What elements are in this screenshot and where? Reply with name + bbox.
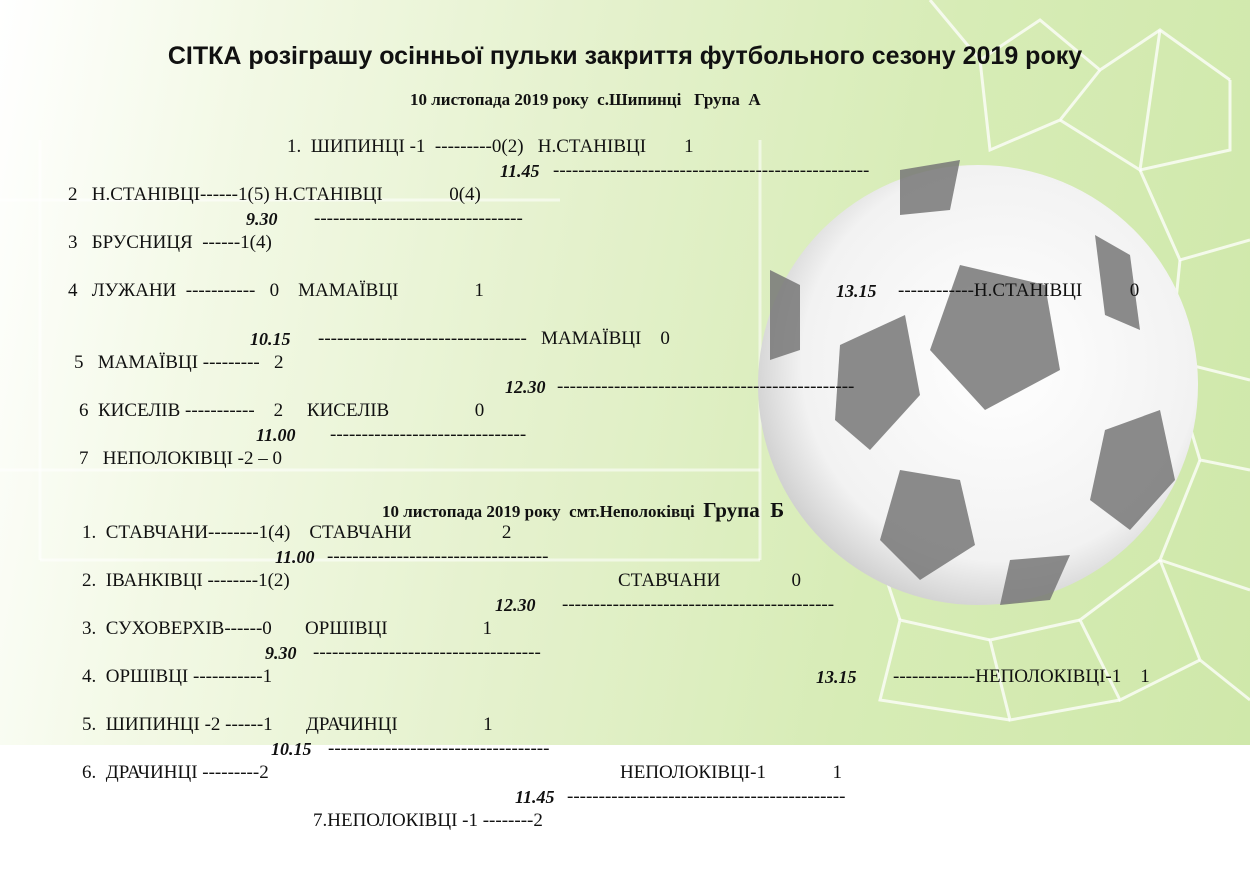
group-a-match-line: 6 КИСЕЛІВ ----------- 2 КИСЕЛІВ 0 <box>79 400 485 421</box>
group-a-match-line: 1. ШИПИНЦІ -1 ---------0(2) Н.СТАНІВЦІ 1 <box>287 136 694 157</box>
group-b-match-time: 12.30 <box>495 595 536 615</box>
group-a-match-time: 13.15 <box>836 281 877 301</box>
background-football-graphic <box>0 0 1250 745</box>
group-a-match-line: 3 БРУСНИЦЯ ------1(4) <box>68 232 272 253</box>
group-b-connector: ----------------------------------------… <box>562 594 835 615</box>
group-b-final-connector: -------------НЕПОЛОКІВЦІ-1 1 <box>893 666 1150 687</box>
group-b-match-time: 9.30 <box>265 643 297 663</box>
group-b-subtitle: 10 листопада 2019 року смт.Неполоківці Г… <box>382 498 784 523</box>
group-a-connector: ----------------------------------------… <box>557 376 855 397</box>
group-a-match-line: 4 ЛУЖАНИ ----------- 0 МАМАЇВЦІ 1 <box>68 280 484 301</box>
group-a-connector: --------------------------------- МАМАЇВ… <box>318 328 670 349</box>
group-b-match-line: 1. СТАВЧАНИ--------1(4) СТАВЧАНИ 2 <box>82 522 512 543</box>
group-b-match-line: 7.НЕПОЛОКІВЦІ -1 --------2 <box>313 810 543 831</box>
group-b-semifinal-winner: НЕПОЛОКІВЦІ-1 1 <box>620 762 842 783</box>
group-a-subtitle: 10 листопада 2019 року с.Шипинці Група А <box>410 90 761 109</box>
group-b-match-time: 11.00 <box>275 547 315 567</box>
group-a-final-connector: ------------Н.СТАНІВЦІ 0 <box>898 280 1140 301</box>
group-b-match-line: 6. ДРАЧИНЦІ ---------2 <box>82 762 269 783</box>
group-b-subtitle-text: 10 листопада 2019 року смт.Неполоківці <box>382 502 695 521</box>
group-a-match-line: 5 МАМАЇВЦІ --------- 2 <box>74 352 284 373</box>
group-a-match-time: 11.00 <box>256 425 296 445</box>
group-b-match-time: 13.15 <box>816 667 857 687</box>
group-a-connector: --------------------------------- <box>314 208 523 229</box>
group-a-match-time: 12.30 <box>505 377 546 397</box>
group-b-match-line: 4. ОРШІВЦІ -----------1 <box>82 666 273 687</box>
group-b-label: Група Б <box>703 498 785 522</box>
group-a-match-time: 10.15 <box>250 329 291 349</box>
group-b-match-time: 10.15 <box>271 739 312 759</box>
group-a-match-time: 11.45 <box>500 161 540 181</box>
group-b-match-line: 3. СУХОВЕРХІВ------0 ОРШІВЦІ 1 <box>82 618 493 639</box>
group-a-match-line: 7 НЕПОЛОКІВЦІ -2 – 0 <box>79 448 282 469</box>
group-b-match-line: 2. ІВАНКІВЦІ --------1(2) <box>82 570 290 591</box>
group-b-connector: ------------------------------------ <box>313 642 541 663</box>
group-a-connector: ----------------------------------------… <box>553 160 870 181</box>
group-b-connector: ----------------------------------- <box>328 738 550 759</box>
group-b-match-line: 5. ШИПИНЦІ -2 ------1 ДРАЧИНЦІ 1 <box>82 714 493 735</box>
group-a-match-line: 2 Н.СТАНІВЦІ------1(5) Н.СТАНІВЦІ 0(4) <box>68 184 481 205</box>
group-b-connector: ----------------------------------------… <box>567 786 846 807</box>
group-b-match-time: 11.45 <box>515 787 555 807</box>
group-a-connector: ------------------------------- <box>330 424 527 445</box>
page-title: СІТКА розіграшу осінньої пульки закриття… <box>167 42 1083 70</box>
group-b-semifinal-winner: СТАВЧАНИ 0 <box>618 570 802 591</box>
group-b-connector: ----------------------------------- <box>327 546 549 567</box>
group-a-match-time: 9.30 <box>246 209 278 229</box>
